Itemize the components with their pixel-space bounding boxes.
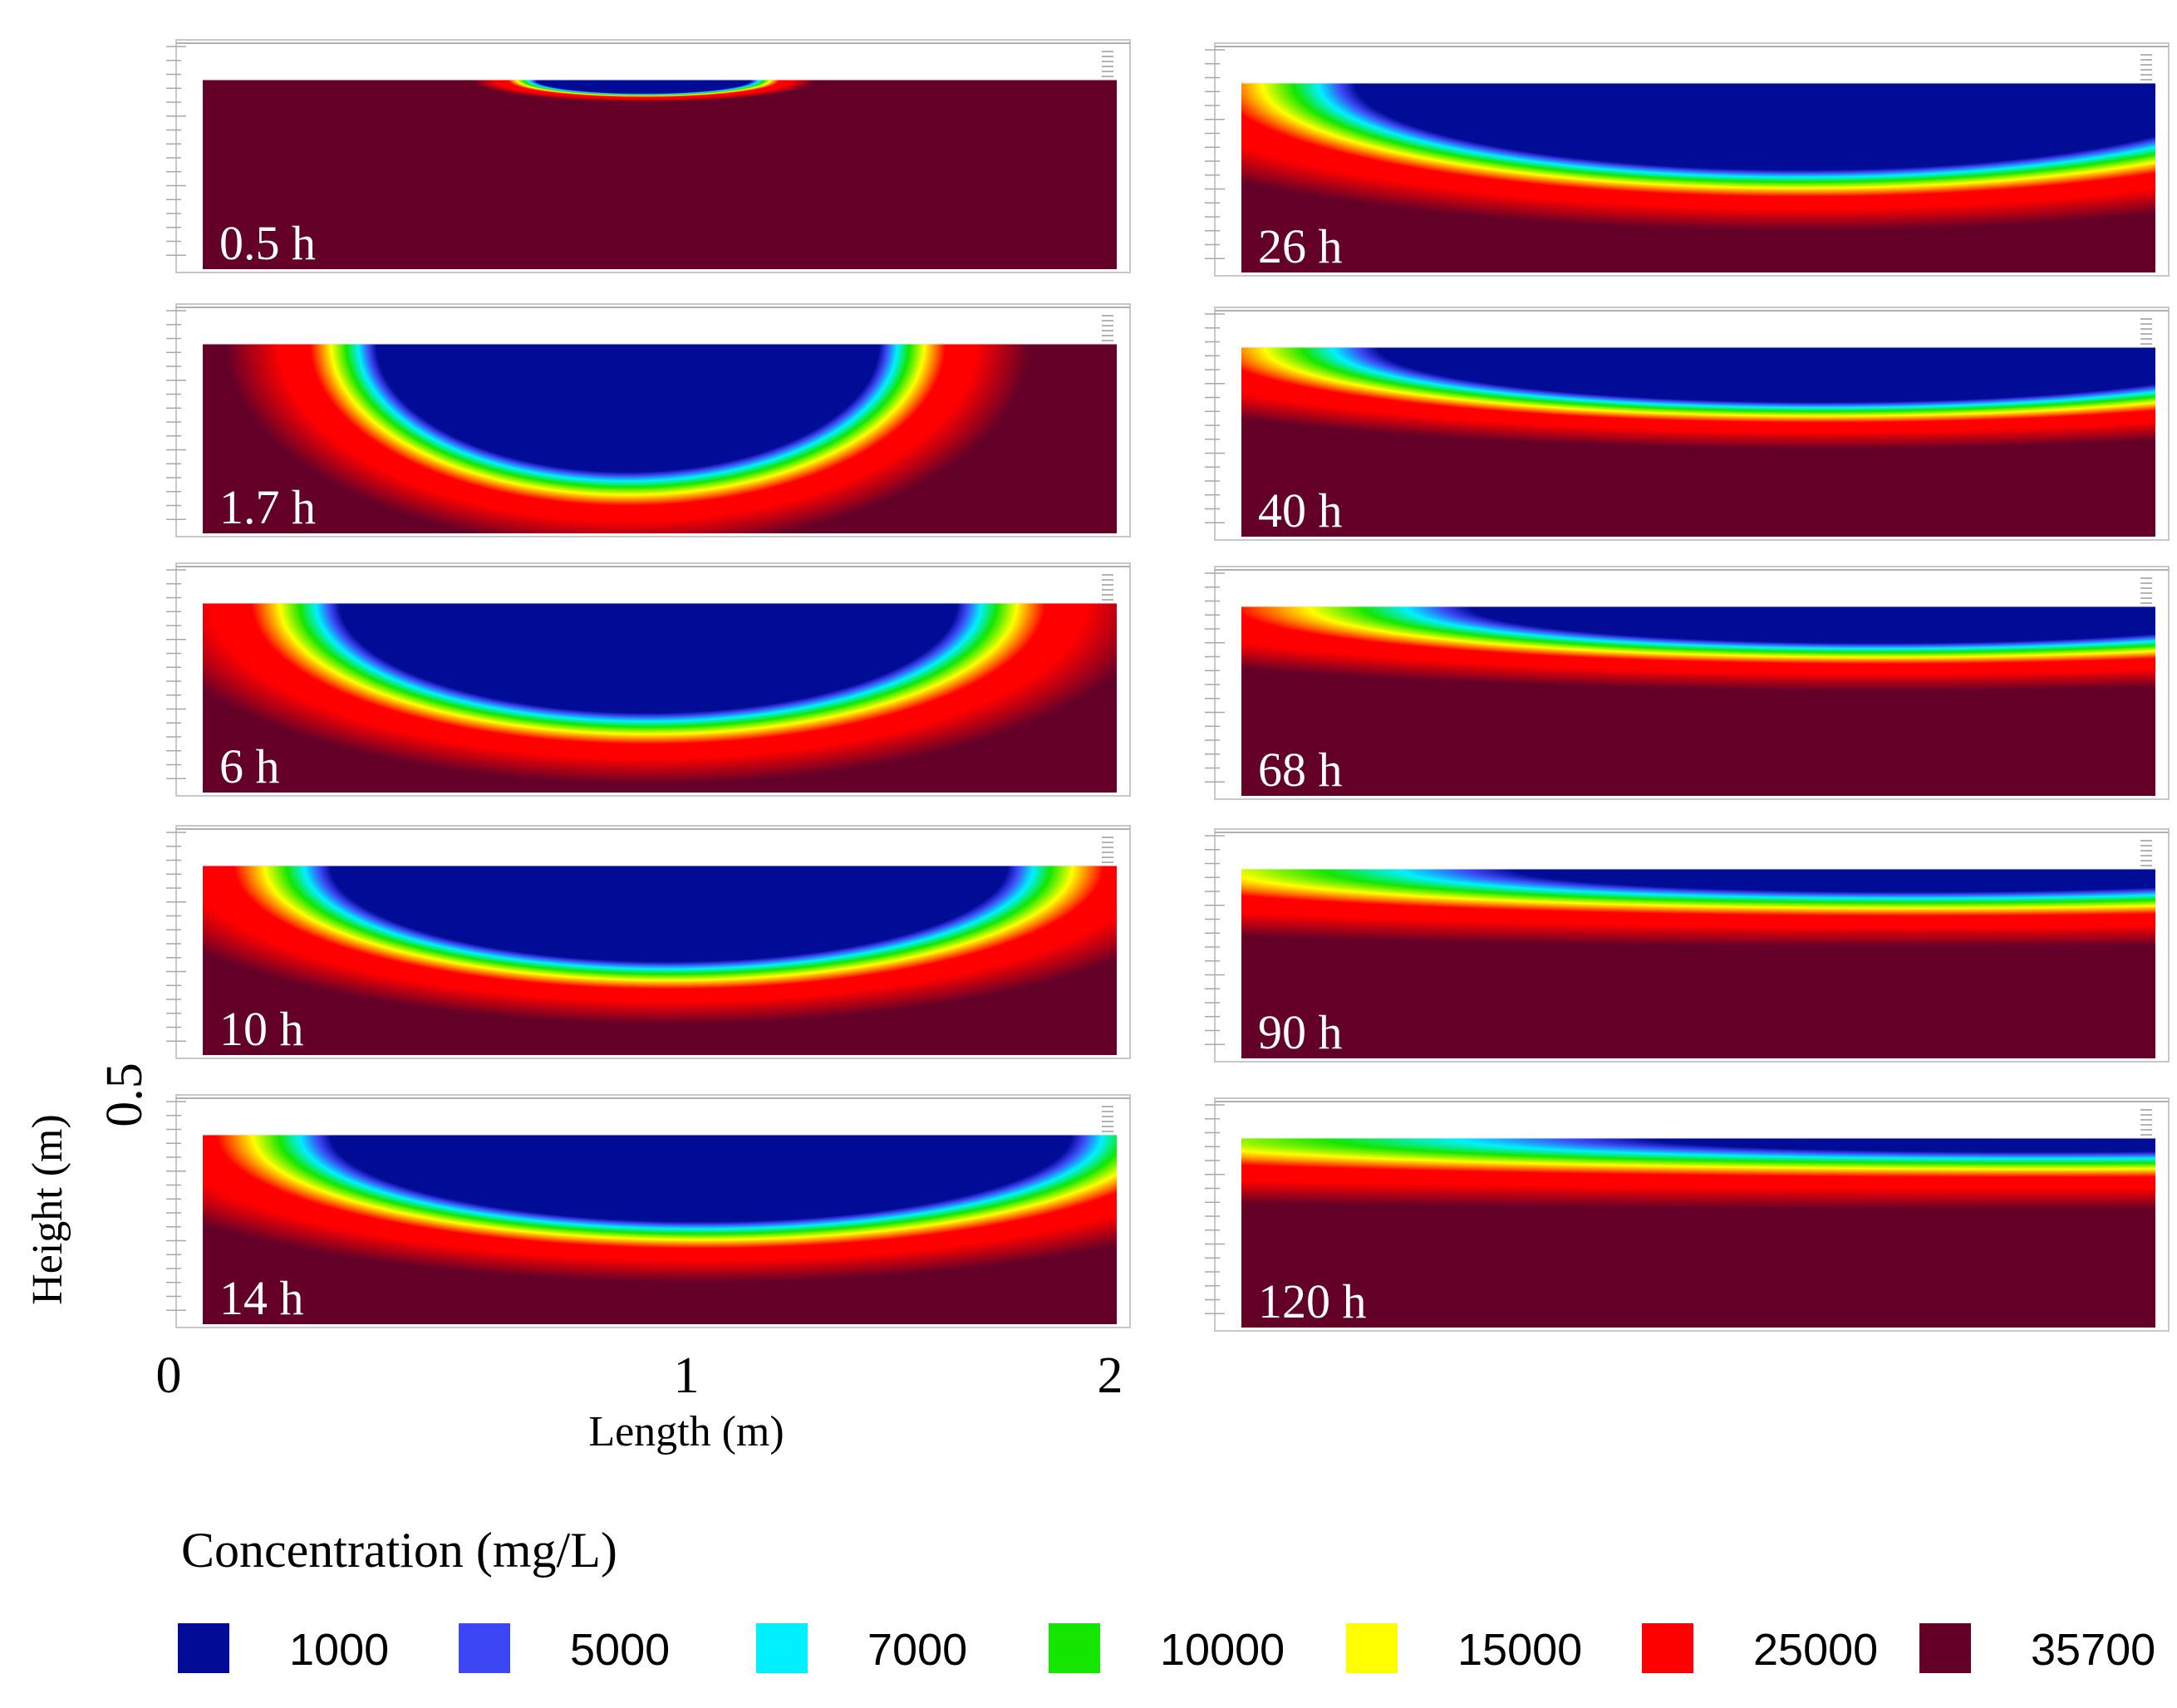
tank-frame [175, 303, 1131, 537]
plume-mark [1241, 83, 2155, 231]
plume-mark [1241, 869, 2155, 947]
legend-value: 1000 [289, 1625, 389, 1675]
time-label: 0.5 h [219, 216, 316, 270]
freshwater-plume [1241, 1138, 2155, 1210]
legend-value: 7000 [867, 1625, 967, 1675]
panel-10: 120 h [1205, 1097, 2170, 1332]
y-axis-label: Height (m) [24, 1114, 71, 1305]
x-tick-1: 1 [674, 1347, 700, 1404]
panel-9: 90 h [1205, 828, 2170, 1063]
freshwater-plume [1241, 83, 2155, 231]
tank-frame [1214, 42, 2170, 277]
plume-mark [203, 1135, 1117, 1283]
legend-swatch [1049, 1623, 1100, 1673]
legend-swatch [1919, 1623, 1971, 1673]
panel-5: 14 h [166, 1094, 1131, 1328]
legend-item-5000: 5000 [459, 1623, 670, 1675]
tank-frame [1214, 1097, 2170, 1332]
freshwater-plume [203, 603, 1117, 784]
saline-region [203, 80, 1117, 269]
panel-8: 68 h [1205, 566, 2170, 800]
x-tick-2: 2 [1098, 1347, 1123, 1404]
tank-frame [175, 1094, 1131, 1328]
legend-value: 15000 [1457, 1625, 1582, 1675]
tank-frame [1214, 307, 2170, 541]
x-axis-label: Length (m) [588, 1408, 784, 1455]
panel-1: 0.5 h [166, 39, 1131, 273]
legend-value: 35700 [2031, 1625, 2155, 1675]
legend-swatch [459, 1623, 510, 1673]
freshwater-plume [1241, 347, 2155, 449]
freshwater-plume [1241, 606, 2155, 691]
plume-mark [1241, 1138, 2155, 1210]
tank-frame [1214, 566, 2170, 800]
freshwater-plume [1241, 869, 2155, 947]
legend: 1000 5000 7000 10000 15000 25000 35700 [178, 1623, 2155, 1675]
panel-3: 6 h [166, 562, 1131, 797]
plume-mark [203, 866, 1117, 1024]
plume-mark [203, 603, 1117, 784]
legend-value: 5000 [570, 1625, 670, 1675]
freshwater-plume [225, 344, 1030, 533]
tank-frame [175, 825, 1131, 1059]
legend-swatch [756, 1623, 808, 1673]
plume-mark [1241, 606, 2155, 691]
legend-swatch [1346, 1623, 1398, 1673]
legend-item-15000: 15000 [1346, 1623, 1582, 1675]
y-tick-label: 0.5 [96, 1063, 153, 1127]
legend-item-35700: 35700 [1919, 1623, 2155, 1675]
time-label: 1.7 h [219, 480, 316, 534]
time-label: 120 h [1258, 1274, 1367, 1328]
legend-item-25000: 25000 [1642, 1623, 1878, 1675]
time-label: 6 h [219, 739, 280, 793]
legend-item-7000: 7000 [756, 1623, 967, 1675]
freshwater-plume [472, 80, 816, 102]
panel-4: 10 h [166, 825, 1131, 1059]
legend-swatch [178, 1623, 229, 1673]
plume-mark [225, 344, 1030, 533]
time-label: 26 h [1258, 219, 1343, 273]
legend-value: 10000 [1160, 1625, 1285, 1675]
time-label: 90 h [1258, 1005, 1343, 1059]
x-tick-0: 0 [156, 1347, 182, 1404]
legend-item-1000: 1000 [178, 1623, 389, 1675]
panel-2: 1.7 h [166, 303, 1131, 537]
panels-group: 0.5 h 1.7 h 6 h 10 h 14 h 26 h 40 h 68 h 90 h 120… [166, 39, 2170, 1332]
tank-frame [1214, 828, 2170, 1063]
panel-6: 26 h [1205, 42, 2170, 277]
tank-frame [175, 562, 1131, 797]
time-label: 14 h [219, 1271, 304, 1325]
freshwater-plume [203, 1135, 1117, 1283]
plume-mark [1241, 347, 2155, 449]
legend-item-10000: 10000 [1049, 1623, 1285, 1675]
legend-value: 25000 [1753, 1625, 1878, 1675]
time-label: 40 h [1258, 483, 1343, 537]
time-label: 10 h [219, 1002, 304, 1056]
plume-mark [472, 80, 816, 102]
legend-swatch [1642, 1623, 1693, 1673]
freshwater-plume [203, 866, 1117, 1024]
colorbar-title: Concentration (mg/L) [181, 1523, 617, 1578]
time-label: 68 h [1258, 743, 1343, 797]
tank-frame [175, 39, 1131, 273]
panel-7: 40 h [1205, 307, 2170, 541]
